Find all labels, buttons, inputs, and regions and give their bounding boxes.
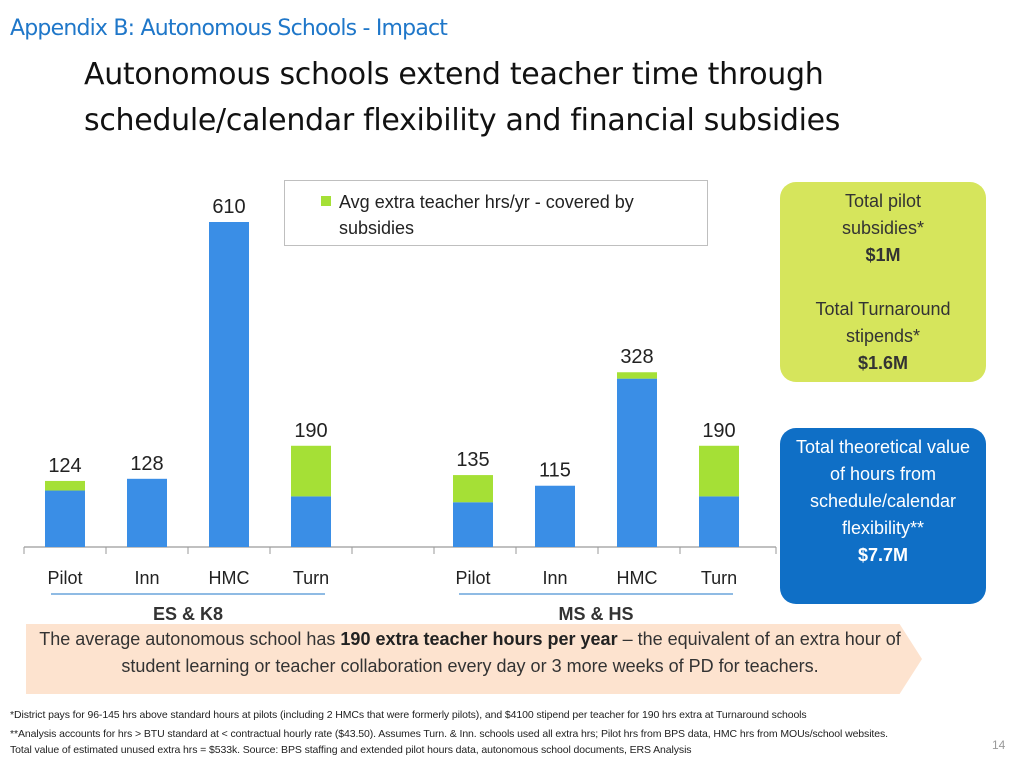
- bar-pilot-ms-hs: [453, 502, 493, 547]
- bar-subsidy-hmc-ms-hs: [617, 372, 657, 379]
- bar-pilot-es-k8: [45, 490, 85, 547]
- tick-label-inn-es-k8: Inn: [134, 568, 159, 588]
- value-label-pilot-es-k8: 124: [48, 455, 81, 477]
- slide-title: Autonomous schools extend teacher time t…: [84, 57, 841, 138]
- turnaround-stipends-label: Total Turnaround stipends*: [815, 299, 951, 346]
- tick-label-hmc-es-k8: HMC: [209, 568, 250, 588]
- tick-label-turn-ms-hs: Turn: [701, 568, 737, 588]
- bar-inn-es-k8: [127, 478, 167, 547]
- page-number: 14: [992, 738, 1006, 752]
- bar-hmc-es-k8: [209, 222, 249, 547]
- callout-pre: The average autonomous school has: [39, 629, 341, 649]
- theoretical-value-box: Total theoretical value of hours from sc…: [780, 428, 986, 604]
- theoretical-value-label: Total theoretical value of hours from sc…: [795, 437, 971, 538]
- value-label-hmc-ms-hs: 328: [620, 346, 653, 368]
- pilot-subsidies-value: $1M: [865, 245, 901, 265]
- callout-bold: 190 extra teacher hours per year: [340, 629, 618, 649]
- bar-subsidy-turn-ms-hs: [699, 445, 739, 497]
- chart-legend: Avg extra teacher hrs/yr - covered by su…: [284, 180, 708, 246]
- turnaround-stipends-value: $1.6M: [857, 353, 909, 373]
- subsidies-box: Total pilot subsidies* $1M Total Turnaro…: [780, 182, 986, 382]
- value-label-turn-es-k8: 190: [294, 420, 327, 442]
- group-label-es-k8: ES & K8: [153, 604, 223, 624]
- bar-inn-ms-hs: [535, 485, 575, 547]
- group-label-ms-hs: MS & HS: [558, 604, 633, 624]
- value-label-inn-es-k8: 128: [130, 453, 163, 475]
- callout-text: The average autonomous school has 190 ex…: [30, 626, 910, 680]
- value-label-inn-ms-hs: 115: [539, 460, 571, 482]
- value-label-hmc-es-k8: 610: [212, 196, 245, 218]
- callout-post: – the equivalent of an extra hour of stu…: [121, 629, 901, 676]
- tick-label-inn-ms-hs: Inn: [542, 568, 567, 588]
- footnote-3: Total value of estimated unused extra hr…: [10, 744, 692, 756]
- value-label-pilot-ms-hs: 135: [456, 449, 489, 471]
- bar-subsidy-pilot-ms-hs: [453, 475, 493, 503]
- tick-label-pilot-ms-hs: Pilot: [455, 568, 490, 588]
- appendix-heading: Appendix B: Autonomous Schools - Impact: [10, 16, 448, 41]
- callout-arrow: [26, 624, 922, 694]
- footnote-2: **Analysis accounts for hrs > BTU standa…: [10, 728, 888, 740]
- footnote-1: *District pays for 96-145 hrs above stan…: [10, 709, 807, 721]
- theoretical-value-amount: $7.7M: [857, 545, 909, 565]
- legend-swatch-subsidy: [321, 196, 331, 206]
- tick-label-pilot-es-k8: Pilot: [47, 568, 82, 588]
- legend-label: Avg extra teacher hrs/yr - covered by su…: [339, 192, 634, 238]
- bar-turn-ms-hs: [699, 496, 739, 547]
- bar-hmc-ms-hs: [617, 378, 657, 547]
- pilot-subsidies-label: Total pilot subsidies*: [841, 191, 925, 238]
- value-label-turn-ms-hs: 190: [702, 420, 735, 442]
- bar-subsidy-pilot-es-k8: [45, 480, 85, 491]
- bar-turn-es-k8: [291, 496, 331, 547]
- tick-label-turn-es-k8: Turn: [293, 568, 329, 588]
- bar-subsidy-turn-es-k8: [291, 445, 331, 497]
- stacked-bar-chart: 124 Pilot 128 Inn 610 HMC 190 Turn ES & K8 135 Pil…: [23, 196, 777, 624]
- tick-label-hmc-ms-hs: HMC: [617, 568, 658, 588]
